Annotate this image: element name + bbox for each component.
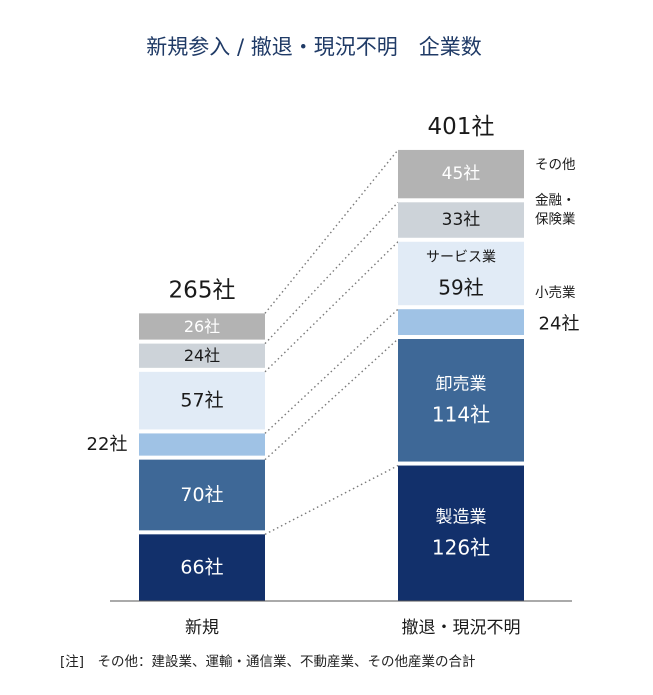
value-label-retail-1: 24社 [539, 314, 580, 335]
value-label-manufacturing-1: 126社 [432, 535, 490, 559]
value-label-finance-1: 33社 [442, 210, 481, 230]
bar-other-0 [139, 313, 265, 340]
bar-other-1 [398, 149, 524, 199]
bar-finance-0 [139, 343, 265, 368]
value-label-wholesale-0: 70社 [180, 484, 223, 506]
connector-manufacturing [264, 464, 399, 535]
category-axis-label-1: 撤退・現況不明 [402, 618, 521, 638]
bar-service-0 [139, 371, 265, 430]
connector-other [264, 149, 399, 314]
bar-retail-1 [398, 309, 524, 335]
total-label-1: 401社 [428, 114, 495, 140]
value-label-retail-0: 22社 [87, 434, 128, 455]
value-label-other-0: 26社 [184, 317, 220, 336]
bar-manufacturing-1 [398, 465, 524, 601]
bar-wholesale-1 [398, 339, 524, 462]
value-label-finance-0: 24社 [184, 346, 220, 365]
legend-label-finance-line2: 保険業 [535, 211, 576, 227]
value-label-wholesale-1: 114社 [432, 402, 490, 426]
legend-label-other: その他 [535, 157, 576, 173]
connector-wholesale [264, 338, 399, 461]
bar-finance-1 [398, 202, 524, 238]
bar-manufacturing-0 [139, 534, 265, 601]
bar-wholesale-0 [139, 459, 265, 531]
connector-lines [264, 149, 399, 535]
bar-service-1 [398, 241, 524, 306]
category-label-wholesale: 卸売業 [436, 374, 487, 394]
connector-finance [264, 201, 399, 345]
legend-label-retail: 小売業 [535, 285, 576, 301]
value-label-service-1: 59社 [438, 275, 483, 299]
bar-segments [139, 149, 524, 601]
value-label-other-1: 45社 [442, 164, 481, 184]
connector-retail [264, 308, 399, 434]
bar-retail-0 [139, 433, 265, 456]
chart-title: 新規参入 / 撤退・現況不明 企業数 [146, 35, 481, 59]
category-label-service: サービス業 [426, 249, 496, 265]
category-label-manufacturing: 製造業 [436, 507, 487, 527]
total-label-0: 265社 [169, 277, 236, 303]
legend-label-finance-line1: 金融・ [535, 192, 576, 208]
connector-service [264, 241, 399, 373]
footnote: [注] その他：建設業、運輸・通信業、不動産業、その他産業の合計 [60, 654, 476, 670]
value-label-service-0: 57社 [180, 390, 223, 412]
category-axis-label-0: 新規 [185, 618, 219, 638]
value-label-manufacturing-0: 66社 [180, 557, 223, 579]
